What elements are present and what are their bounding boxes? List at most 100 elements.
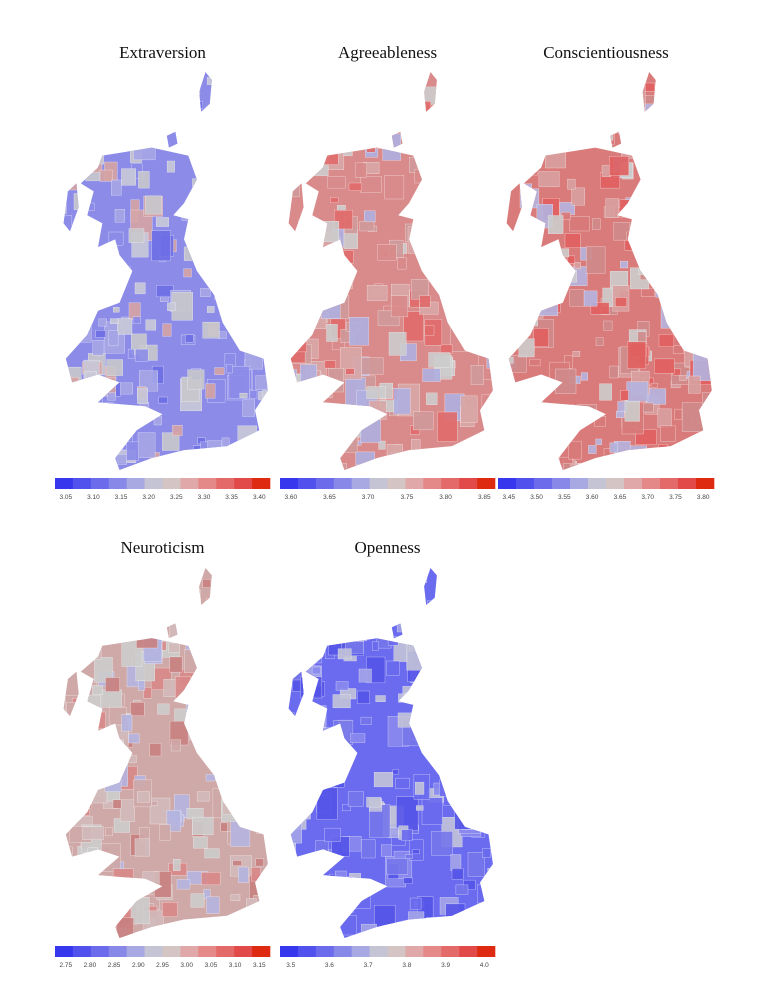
region: [221, 457, 238, 470]
region: [63, 591, 70, 602]
region: [154, 617, 168, 638]
region: [412, 849, 420, 855]
region: [629, 445, 647, 459]
region: [135, 348, 149, 362]
region: [176, 879, 191, 890]
region: [361, 923, 377, 938]
region: [101, 934, 114, 938]
region: [533, 328, 549, 347]
region: [713, 200, 728, 223]
region: [413, 723, 426, 733]
colorbar-step: [144, 946, 163, 957]
region: [429, 109, 452, 142]
region: [481, 394, 493, 411]
region: [307, 908, 327, 936]
region: [514, 99, 527, 110]
region: [138, 576, 150, 585]
region: [344, 103, 361, 127]
region: [446, 286, 459, 300]
region: [440, 697, 462, 720]
region: [369, 400, 387, 420]
colorbar-step: [234, 478, 253, 489]
region: [281, 671, 288, 679]
region: [288, 179, 300, 198]
region: [613, 80, 630, 106]
region: [200, 288, 211, 297]
region: [84, 568, 94, 582]
region: [710, 313, 712, 339]
region: [689, 458, 708, 470]
region: [84, 136, 94, 146]
region: [162, 902, 178, 917]
region: [551, 404, 574, 430]
region: [473, 935, 483, 938]
region: [547, 215, 564, 234]
region: [267, 368, 268, 396]
region: [149, 77, 157, 85]
region: [306, 705, 327, 728]
region: [713, 353, 727, 368]
region: [206, 732, 223, 746]
region: [260, 593, 268, 612]
region: [493, 402, 506, 418]
region: [84, 694, 103, 718]
region: [348, 182, 362, 191]
region: [337, 648, 352, 660]
region: [411, 108, 425, 125]
region: [386, 444, 403, 462]
region: [83, 119, 104, 148]
region: [142, 871, 160, 886]
region: [409, 897, 422, 910]
region: [258, 202, 268, 224]
region: [425, 611, 433, 620]
region: [434, 611, 446, 628]
region: [224, 743, 233, 753]
region: [420, 169, 434, 185]
region: [634, 97, 644, 110]
region: [263, 440, 268, 468]
region: [646, 164, 660, 180]
region: [491, 791, 493, 813]
region: [590, 302, 610, 315]
region: [677, 198, 691, 213]
region: [334, 773, 345, 788]
region: [293, 465, 301, 470]
region: [105, 573, 125, 597]
region: [288, 871, 301, 894]
region: [257, 131, 268, 141]
region: [470, 139, 492, 156]
region: [366, 386, 386, 399]
region: [341, 433, 358, 453]
region: [425, 195, 433, 202]
region: [401, 829, 413, 841]
region: [536, 460, 553, 470]
region: [82, 887, 105, 918]
region: [455, 667, 465, 678]
region: [245, 237, 260, 256]
region: [455, 884, 469, 895]
colorbar-step: [280, 946, 299, 957]
region: [473, 708, 483, 720]
region: [483, 626, 493, 643]
region: [236, 182, 243, 190]
colorbar-tick-label: 2.80: [84, 962, 97, 969]
region: [94, 92, 115, 108]
region: [366, 797, 382, 808]
region: [418, 610, 434, 633]
region: [661, 254, 671, 265]
region: [470, 928, 490, 938]
region: [338, 463, 347, 470]
region: [416, 687, 425, 700]
region: [288, 815, 291, 823]
colorbar-tick-label: 3.60: [284, 494, 297, 501]
colorbar-step: [351, 946, 370, 957]
region: [318, 621, 339, 642]
region: [193, 445, 201, 456]
region: [144, 195, 162, 215]
region: [288, 396, 299, 414]
region: [366, 137, 380, 149]
region: [439, 779, 461, 797]
region: [143, 687, 152, 699]
colorbar-step: [678, 478, 697, 489]
